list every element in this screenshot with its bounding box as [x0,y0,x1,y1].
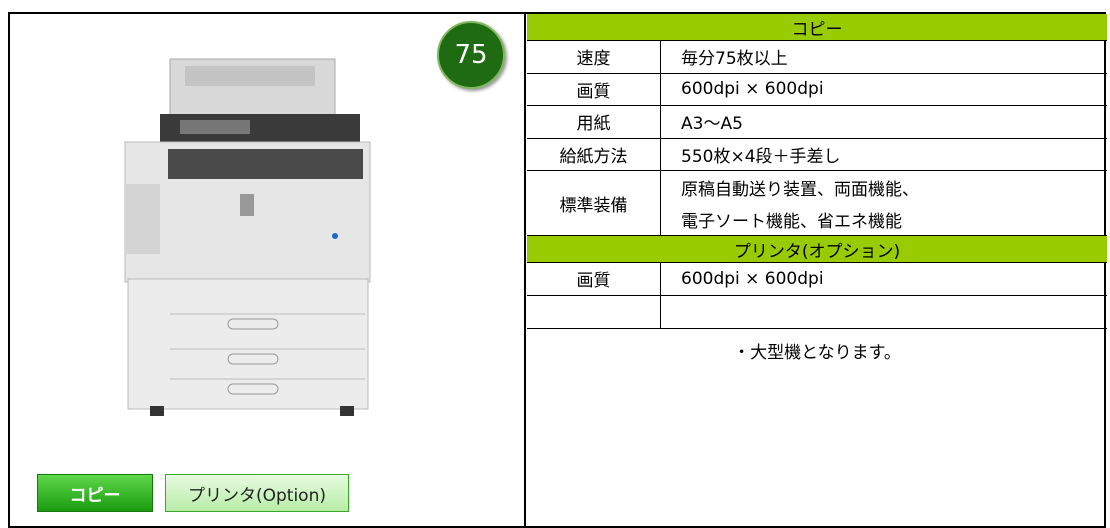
spec-value: 原稿自動送り装置、両面機能、 電子ソート機能、省エネ機能 [681,171,919,235]
spec-value-line: 電子ソート機能、省エネ機能 [681,211,902,232]
section-header: コピー [527,14,1107,41]
spec-label: 画質 [527,263,661,295]
spec-value-line: 原稿自動送り装置、両面機能、 [681,179,919,200]
spec-value-line: 毎分75枚以上 [681,49,788,70]
spec-row: 速度 毎分75枚以上 [527,41,1107,74]
spec-label: 標準装備 [527,171,661,235]
spec-row: 標準装備 原稿自動送り装置、両面機能、 電子ソート機能、省エネ機能 [527,171,1107,236]
spec-label: 用紙 [527,106,661,138]
spec-label: 速度 [527,41,661,73]
spec-value: 550枚×4段＋手差し [681,139,841,171]
spec-label: 給紙方法 [527,138,661,170]
spec-row: 画質 600dpi × 600dpi [527,263,1107,296]
spec-value: A3～A5 [681,106,743,138]
divider [524,12,526,526]
spec-row: 用紙 A3～A5 [527,106,1107,139]
printer-button[interactable]: プリンタ(Option) [165,474,349,512]
copy-button[interactable]: コピー [37,474,153,512]
spec-value-line: A3～A5 [681,114,743,135]
spec-row: 給紙方法 550枚×4段＋手差し [527,138,1107,171]
spec-value-line: 600dpi × 600dpi [681,268,824,289]
spec-value-line: 600dpi × 600dpi [681,79,824,100]
spec-value: 毎分75枚以上 [681,41,788,73]
note: ・大型機となります。 [733,343,901,363]
speed-badge: 75 [437,21,505,89]
product-image [124,58,371,416]
spec-value: 600dpi × 600dpi [681,263,824,295]
blank-label [527,295,661,328]
spec-row: 画質 600dpi × 600dpi [527,73,1107,106]
blank-row [527,295,1107,329]
spec-value: 600dpi × 600dpi [681,74,824,106]
spec-label: 画質 [527,73,661,105]
section-header: プリンタ(オプション) [527,236,1107,263]
spec-value-line: 550枚×4段＋手差し [681,146,841,167]
